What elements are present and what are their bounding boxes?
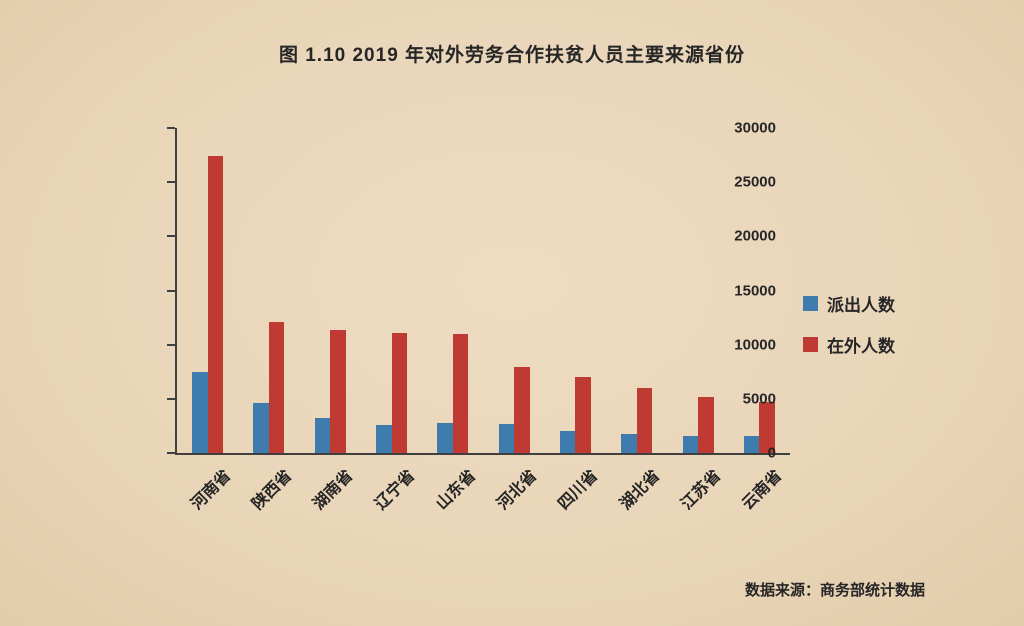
bar-group bbox=[253, 128, 285, 453]
x-axis-label: 湖北省 bbox=[617, 467, 664, 514]
bar-group bbox=[621, 128, 653, 453]
x-axis-label: 山东省 bbox=[433, 467, 480, 514]
y-axis-tick-label: 25000 bbox=[734, 173, 776, 191]
bar bbox=[759, 402, 775, 453]
y-axis-tick-mark bbox=[167, 452, 175, 454]
bar bbox=[330, 329, 346, 453]
bar-group bbox=[314, 128, 346, 453]
bar bbox=[391, 332, 408, 453]
legend-swatch-blue-icon bbox=[803, 296, 818, 311]
y-axis-tick-mark bbox=[167, 289, 175, 292]
bar bbox=[207, 156, 224, 453]
bar bbox=[743, 435, 760, 453]
plot-area bbox=[177, 128, 790, 453]
y-axis-tick-label: 30000 bbox=[734, 119, 776, 137]
bar bbox=[621, 433, 637, 453]
chart-title: 图 1.10 2019 年对外劳务合作扶贫人员主要来源省份 bbox=[278, 45, 746, 66]
y-axis-tick-mark bbox=[167, 397, 175, 400]
bar bbox=[437, 422, 453, 453]
x-axis-label: 辽宁省 bbox=[371, 467, 418, 514]
bar-group bbox=[192, 128, 224, 453]
legend-label-abroad: 在外人数 bbox=[827, 337, 895, 356]
bar bbox=[575, 377, 591, 453]
x-axis-label: 河南省 bbox=[187, 467, 234, 514]
x-axis-label: 河北省 bbox=[494, 467, 541, 514]
legend: 派出人数 在外人数 bbox=[803, 291, 895, 357]
y-axis-tick-mark bbox=[167, 343, 175, 346]
bar bbox=[253, 403, 269, 453]
bar bbox=[314, 418, 331, 453]
bar-group bbox=[437, 128, 469, 453]
bar bbox=[376, 424, 392, 453]
x-axis-label: 陕西省 bbox=[249, 467, 296, 514]
bar-group bbox=[498, 128, 530, 453]
x-axis-label: 云南省 bbox=[739, 467, 786, 514]
y-axis-tick-mark bbox=[167, 127, 175, 129]
legend-label-dispatched: 派出人数 bbox=[827, 296, 895, 315]
legend-swatch-red-icon bbox=[803, 337, 818, 352]
legend-item-abroad: 在外人数 bbox=[803, 332, 895, 357]
legend-item-dispatched: 派出人数 bbox=[803, 291, 895, 316]
y-axis-tick-label: 10000 bbox=[734, 336, 776, 354]
bar bbox=[452, 333, 469, 453]
y-axis-tick-label: 15000 bbox=[734, 282, 776, 299]
bar bbox=[498, 423, 515, 453]
y-axis-tick-label: 0 bbox=[767, 444, 776, 462]
x-axis-label: 湖南省 bbox=[310, 467, 357, 514]
bar bbox=[559, 431, 576, 453]
bar bbox=[698, 396, 714, 453]
y-axis-tick-mark bbox=[167, 181, 175, 184]
bar-group bbox=[743, 128, 775, 453]
y-axis-tick-mark bbox=[167, 235, 175, 238]
x-axis-labels: 河南省 陕西省 湖南省 辽宁省 山东省 河北省 四川省 湖北省 江苏省 云南省 bbox=[177, 453, 790, 543]
y-axis-tick-label: 5000 bbox=[742, 390, 776, 408]
bar bbox=[636, 388, 653, 453]
y-axis-tick-label: 20000 bbox=[734, 227, 776, 245]
source-note: 数据来源：商务部统计数据 bbox=[744, 582, 925, 599]
bar bbox=[268, 321, 285, 453]
bar bbox=[682, 435, 699, 453]
x-axis-label: 四川省 bbox=[555, 467, 602, 514]
bar bbox=[192, 371, 208, 453]
bar-group bbox=[376, 128, 408, 453]
bar-group bbox=[559, 128, 591, 453]
bar bbox=[514, 367, 530, 453]
chart-area: 河南省 陕西省 湖南省 辽宁省 山东省 河北省 四川省 湖北省 江苏省 云南省 0 5000 1000… bbox=[167, 120, 790, 513]
bar-group bbox=[682, 128, 714, 453]
x-axis-label: 江苏省 bbox=[678, 467, 725, 514]
